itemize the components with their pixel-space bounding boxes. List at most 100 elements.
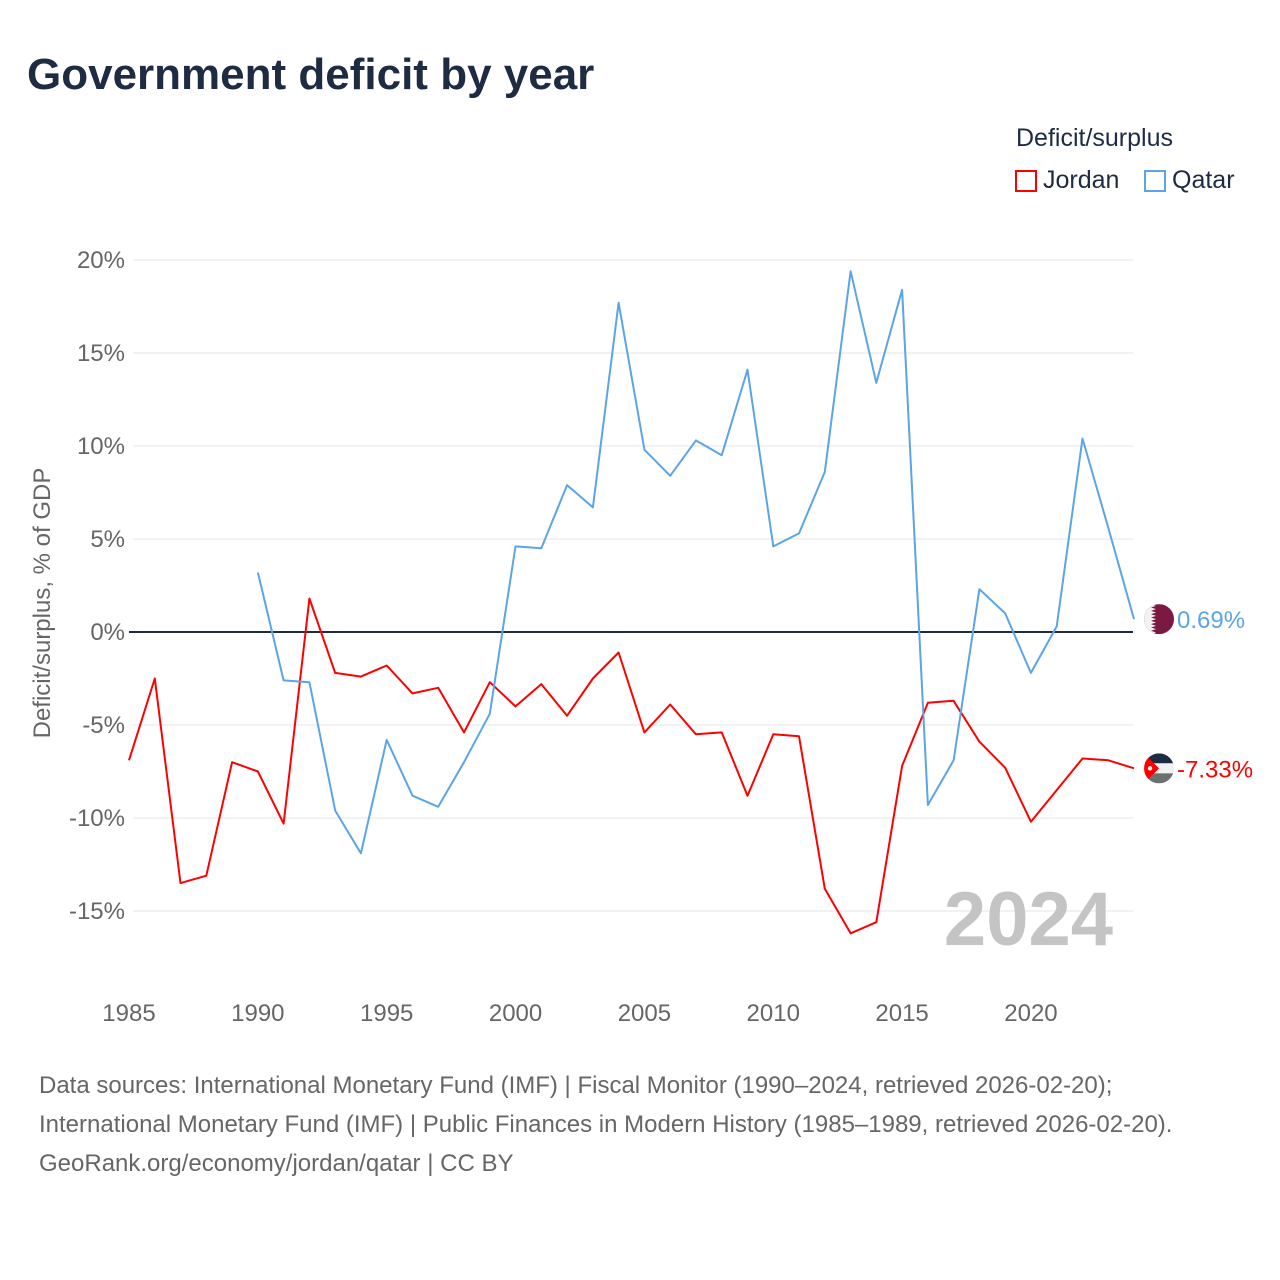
data-point-qatar	[873, 380, 879, 386]
data-point-qatar	[487, 711, 493, 717]
data-point-jordan	[976, 739, 982, 745]
data-point-qatar	[951, 757, 957, 763]
data-point-jordan	[384, 662, 390, 668]
data-point-qatar	[513, 543, 519, 549]
data-point-qatar	[1028, 670, 1034, 676]
data-point-qatar	[384, 737, 390, 743]
data-point-qatar	[744, 367, 750, 373]
y-tick-label: 15%	[77, 340, 125, 367]
data-point-jordan	[538, 681, 544, 687]
x-tick-label: 2015	[875, 1000, 928, 1027]
data-point-jordan	[513, 703, 519, 709]
data-point-jordan	[564, 713, 570, 719]
data-point-jordan	[796, 733, 802, 739]
x-tick-label: 1995	[360, 1000, 413, 1027]
data-point-jordan	[641, 729, 647, 735]
y-tick-label: 20%	[77, 247, 125, 274]
qatar-flag-icon	[1144, 604, 1175, 635]
credit-link[interactable]: GeoRank.org/economy/jordan/qatar | CC BY	[39, 1150, 514, 1177]
y-tick-label: -5%	[82, 712, 125, 739]
data-point-qatar	[409, 793, 415, 799]
data-point-jordan	[899, 763, 905, 769]
data-point-qatar	[1054, 623, 1060, 629]
data-point-jordan	[126, 757, 132, 763]
data-sources: Data sources: International Monetary Fun…	[39, 1072, 1173, 1138]
data-point-jordan	[770, 731, 776, 737]
data-point-qatar	[719, 452, 725, 458]
data-point-qatar	[693, 437, 699, 443]
jordan-flag-icon	[1144, 753, 1175, 784]
data-point-jordan	[667, 702, 673, 708]
data-point-jordan	[203, 873, 209, 879]
legend-title: Deficit/surplus	[1016, 124, 1173, 152]
x-tick-label: 2000	[489, 1000, 542, 1027]
y-tick-label: 10%	[77, 433, 125, 460]
data-point-jordan	[848, 930, 854, 936]
data-point-jordan	[281, 821, 287, 827]
legend-swatch-jordan	[1015, 169, 1037, 192]
footer: Data sources: International Monetary Fun…	[39, 1066, 1239, 1183]
data-point-jordan	[1002, 765, 1008, 771]
series-line-jordan	[128, 597, 1135, 935]
y-tick-label: 0%	[90, 619, 125, 646]
x-tick-label: 2005	[618, 1000, 671, 1027]
y-axis-label: Deficit/surplus, % of GDP	[29, 468, 56, 739]
data-point-qatar	[255, 569, 261, 575]
data-point-jordan	[409, 690, 415, 696]
legend-label-jordan: Jordan	[1043, 166, 1120, 194]
data-point-jordan	[435, 685, 441, 691]
data-point-jordan	[873, 919, 879, 925]
x-tick-label: 1990	[231, 1000, 284, 1027]
data-point-jordan	[951, 698, 957, 704]
data-point-qatar	[641, 447, 647, 453]
data-point-qatar	[1105, 525, 1111, 531]
legend-item-jordan[interactable]: Jordan	[1015, 166, 1119, 195]
data-point-jordan	[744, 793, 750, 799]
data-point-jordan	[332, 670, 338, 676]
data-point-qatar	[332, 808, 338, 814]
year-watermark: 2024	[944, 877, 1113, 962]
data-point-qatar	[461, 759, 467, 765]
data-point-qatar	[564, 482, 570, 488]
data-point-jordan	[487, 679, 493, 685]
data-point-qatar	[822, 469, 828, 475]
y-tick-label: 5%	[90, 526, 125, 553]
data-point-jordan	[616, 649, 622, 655]
data-point-qatar	[538, 545, 544, 551]
data-point-jordan	[461, 729, 467, 735]
data-point-jordan	[1079, 755, 1085, 761]
data-point-jordan	[822, 886, 828, 892]
x-tick-label: 2010	[747, 1000, 800, 1027]
data-point-jordan	[590, 676, 596, 682]
data-point-jordan	[178, 880, 184, 886]
data-point-jordan	[925, 700, 931, 706]
x-tick-label: 1985	[102, 1000, 155, 1027]
data-point-qatar	[358, 850, 364, 856]
data-point-qatar	[281, 677, 287, 683]
y-tick-label: -10%	[69, 805, 125, 832]
data-point-jordan	[693, 731, 699, 737]
data-point-jordan	[152, 676, 158, 682]
data-point-jordan	[1105, 757, 1111, 763]
data-point-qatar	[306, 679, 312, 685]
data-point-qatar	[848, 268, 854, 274]
data-point-qatar	[435, 804, 441, 810]
data-point-qatar	[1131, 616, 1137, 622]
data-point-qatar	[770, 543, 776, 549]
data-point-qatar	[590, 504, 596, 510]
data-point-jordan	[255, 769, 261, 775]
data-point-jordan	[229, 759, 235, 765]
data-point-qatar	[1079, 436, 1085, 442]
data-point-qatar	[899, 287, 905, 293]
data-point-qatar	[796, 530, 802, 536]
legend-swatch-qatar	[1144, 169, 1166, 192]
end-value-label-qatar: 0.69%	[1177, 607, 1245, 634]
data-point-qatar	[667, 473, 673, 479]
y-tick-label: -15%	[69, 898, 125, 925]
data-point-jordan	[1131, 765, 1137, 771]
end-value-label-jordan: -7.33%	[1177, 756, 1253, 783]
data-point-jordan	[1054, 787, 1060, 793]
legend-item-qatar[interactable]: Qatar	[1144, 166, 1235, 195]
series-line-qatar	[256, 270, 1135, 855]
